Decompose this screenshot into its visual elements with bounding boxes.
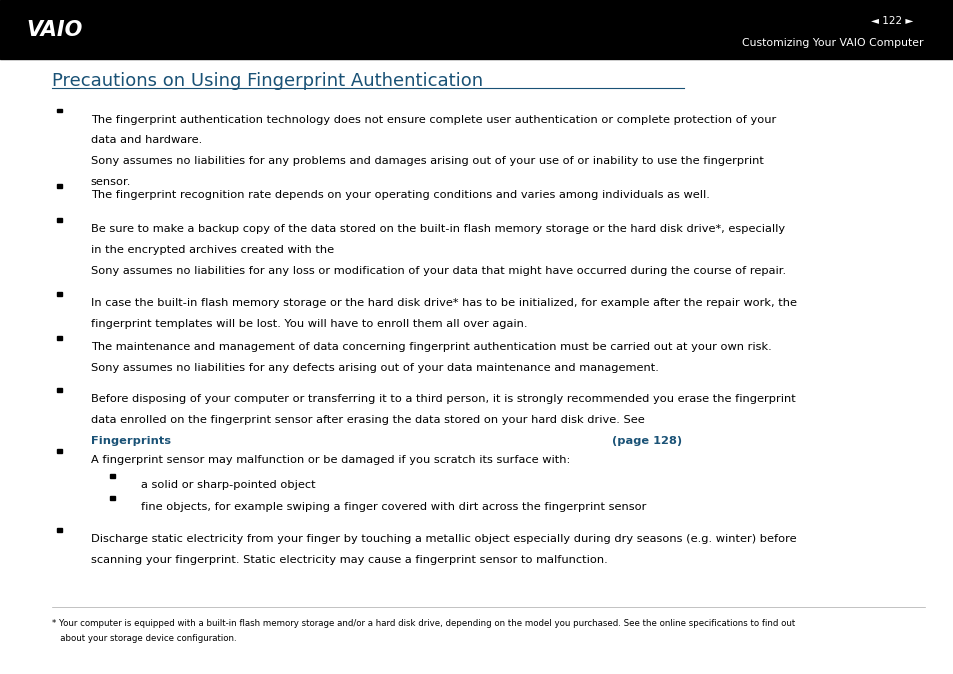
- Text: Precautions on Using Fingerprint Authentication: Precautions on Using Fingerprint Authent…: [52, 72, 483, 90]
- Text: data and hardware.: data and hardware.: [91, 135, 202, 146]
- Text: data enrolled on the fingerprint sensor after erasing the data stored on your ha: data enrolled on the fingerprint sensor …: [91, 415, 647, 425]
- Bar: [56, 184, 62, 188]
- Bar: [110, 474, 114, 477]
- Text: The maintenance and management of data concerning fingerprint authentication mus: The maintenance and management of data c…: [91, 342, 771, 353]
- Bar: [56, 292, 62, 296]
- Text: Discharge static electricity from your finger by touching a metallic object espe: Discharge static electricity from your f…: [91, 534, 796, 544]
- Text: about your storage device configuration.: about your storage device configuration.: [52, 634, 237, 642]
- Text: The fingerprint recognition rate depends on your operating conditions and varies: The fingerprint recognition rate depends…: [91, 190, 709, 200]
- Bar: [56, 218, 62, 222]
- Text: A fingerprint sensor may malfunction or be damaged if you scratch its surface wi: A fingerprint sensor may malfunction or …: [91, 455, 569, 465]
- Text: (page 128): (page 128): [612, 436, 681, 446]
- Text: In case the built-in flash memory storage or the hard disk drive* has to be init: In case the built-in flash memory storag…: [91, 298, 796, 308]
- Text: a solid or sharp-pointed object: a solid or sharp-pointed object: [141, 480, 315, 490]
- Bar: [0, 0, 953, 59]
- Bar: [56, 336, 62, 340]
- Text: Sony assumes no liabilities for any problems and damages arising out of your use: Sony assumes no liabilities for any prob…: [91, 156, 762, 166]
- Bar: [56, 449, 62, 453]
- Text: fine objects, for example swiping a finger covered with dirt across the fingerpr: fine objects, for example swiping a fing…: [141, 502, 646, 512]
- Text: Be sure to make a backup copy of the data stored on the built-in flash memory st: Be sure to make a backup copy of the dat…: [91, 224, 784, 234]
- Text: * Your computer is equipped with a built-in flash memory storage and/or a hard d: * Your computer is equipped with a built…: [52, 619, 795, 627]
- Text: Sony assumes no liabilities for any loss or modification of your data that might: Sony assumes no liabilities for any loss…: [91, 266, 785, 276]
- Text: fingerprint templates will be lost. You will have to enroll them all over again.: fingerprint templates will be lost. You …: [91, 319, 527, 329]
- Text: Fingerprints: Fingerprints: [91, 436, 171, 446]
- Bar: [56, 109, 62, 113]
- Bar: [56, 388, 62, 392]
- Text: scanning your fingerprint. Static electricity may cause a fingerprint sensor to : scanning your fingerprint. Static electr…: [91, 555, 607, 565]
- Bar: [110, 496, 114, 500]
- Bar: [56, 528, 62, 532]
- Text: sensor.: sensor.: [91, 177, 131, 187]
- Text: Sony assumes no liabilities for any defects arising out of your data maintenance: Sony assumes no liabilities for any defe…: [91, 363, 658, 373]
- Text: VAIO: VAIO: [27, 20, 83, 40]
- Text: Customizing Your VAIO Computer: Customizing Your VAIO Computer: [741, 38, 923, 48]
- Text: in the encrypted archives created with the: in the encrypted archives created with t…: [91, 245, 337, 255]
- Text: ◄ 122 ►: ◄ 122 ►: [870, 16, 912, 26]
- Text: The fingerprint authentication technology does not ensure complete user authenti: The fingerprint authentication technolog…: [91, 115, 775, 125]
- Text: Before disposing of your computer or transferring it to a third person, it is st: Before disposing of your computer or tra…: [91, 394, 795, 404]
